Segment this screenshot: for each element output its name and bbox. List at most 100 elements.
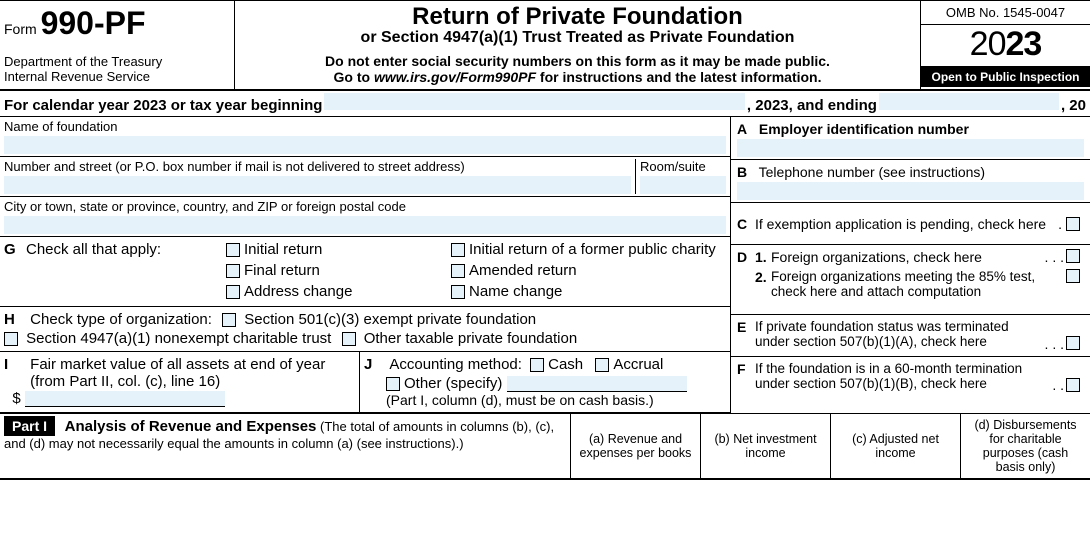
dept-line1: Department of the Treasury <box>4 54 230 70</box>
part1-col-d: (d) Disbursements for charitable purpose… <box>960 414 1090 478</box>
part1-col-c: (c) Adjusted net income <box>830 414 960 478</box>
tax-year-end-input[interactable] <box>879 93 1059 110</box>
h-other-checkbox[interactable] <box>342 332 356 346</box>
g-initial-return-checkbox[interactable] <box>226 243 240 257</box>
g-final-return-checkbox[interactable] <box>226 264 240 278</box>
tax-year-begin-input[interactable] <box>324 93 744 110</box>
form-word: Form <box>4 21 37 37</box>
g-initial-former-checkbox[interactable] <box>451 243 465 257</box>
h-letter: H <box>4 311 26 328</box>
i-dollar: $ <box>12 390 20 407</box>
omb-number: OMB No. 1545-0047 <box>921 1 1090 25</box>
year-bold: 23 <box>1006 25 1042 63</box>
g-name-change: Name change <box>469 283 562 300</box>
d1-checkbox[interactable] <box>1066 249 1080 263</box>
section-a: A Employer identification number <box>731 117 1090 160</box>
part1-tag: Part I <box>4 416 55 436</box>
dept-line2: Internal Revenue Service <box>4 69 230 85</box>
city-input[interactable] <box>4 216 726 234</box>
header-left: Form 990-PF Department of the Treasury I… <box>0 1 235 89</box>
j-other: Other (specify) <box>404 375 502 392</box>
h-4947-checkbox[interactable] <box>4 332 18 346</box>
ij-row: I Fair market value of all assets at end… <box>0 352 730 413</box>
year-prefix: 20 <box>970 25 1006 63</box>
g-initial-return: Initial return <box>244 241 322 258</box>
j-other-checkbox[interactable] <box>386 377 400 391</box>
e-letter: E <box>737 319 755 335</box>
phone-input[interactable] <box>737 182 1084 200</box>
d2-num: 2. <box>755 269 771 285</box>
h-other: Other taxable private foundation <box>364 330 577 347</box>
form-header: Form 990-PF Department of the Treasury I… <box>0 1 1090 91</box>
cal-text-b: , 2023, and ending <box>747 97 877 114</box>
section-j: J Accounting method: Cash Accrual Other … <box>360 352 730 412</box>
j-accrual-checkbox[interactable] <box>595 358 609 372</box>
info-right: A Employer identification number B Telep… <box>730 117 1090 413</box>
room-input[interactable] <box>640 176 726 194</box>
d-letter: D <box>737 249 755 265</box>
c-label: If exemption application is pending, che… <box>755 216 1054 232</box>
g-letter: G <box>4 241 26 258</box>
g-address-change-checkbox[interactable] <box>226 285 240 299</box>
e-checkbox[interactable] <box>1066 336 1080 350</box>
section-h: H Check type of organization: Section 50… <box>0 307 730 352</box>
j-label: Accounting method: <box>389 356 522 373</box>
c-checkbox[interactable] <box>1066 217 1080 231</box>
name-input[interactable] <box>4 136 726 154</box>
h-4947: Section 4947(a)(1) nonexempt charitable … <box>26 330 331 347</box>
form-number: 990-PF <box>41 5 146 41</box>
note2-url: www.irs.gov/Form990PF <box>374 69 536 85</box>
dots-icon: . <box>1058 216 1062 232</box>
j-other-input[interactable] <box>507 376 687 392</box>
open-inspection: Open to Public Inspection <box>921 67 1090 87</box>
g-name-change-checkbox[interactable] <box>451 285 465 299</box>
section-i: I Fair market value of all assets at end… <box>0 352 360 412</box>
address-row: Number and street (or P.O. box number if… <box>0 157 730 197</box>
part1-title: Analysis of Revenue and Expenses <box>65 418 317 435</box>
i-amount-input[interactable] <box>25 391 225 407</box>
section-g: G Check all that apply: Initial return I… <box>0 237 730 307</box>
dots-icon: . . <box>1052 377 1064 393</box>
dots-icon: . . . <box>1045 336 1064 352</box>
h-label: Check type of organization: <box>30 311 212 328</box>
subtitle: or Section 4947(a)(1) Trust Treated as P… <box>239 29 916 47</box>
j-letter: J <box>364 356 386 373</box>
j-cash: Cash <box>548 356 583 373</box>
h-501c3-checkbox[interactable] <box>222 313 236 327</box>
g-amended-return-checkbox[interactable] <box>451 264 465 278</box>
note1: Do not enter social security numbers on … <box>239 53 916 69</box>
cal-text-a: For calendar year 2023 or tax year begin… <box>4 97 322 114</box>
note2-suffix: for instructions and the latest informat… <box>536 69 821 85</box>
calendar-year-row: For calendar year 2023 or tax year begin… <box>0 91 1090 117</box>
address-input[interactable] <box>4 176 631 194</box>
g-label: Check all that apply: <box>26 241 226 258</box>
a-label: Employer identification number <box>759 121 969 137</box>
section-e: E If private foundation status was termi… <box>731 315 1090 357</box>
header-center: Return of Private Foundation or Section … <box>235 1 920 89</box>
f-checkbox[interactable] <box>1066 378 1080 392</box>
section-b: B Telephone number (see instructions) <box>731 160 1090 203</box>
address-label: Number and street (or P.O. box number if… <box>4 159 631 174</box>
e-label: If private foundation status was termina… <box>755 319 1043 349</box>
city-cell: City or town, state or province, country… <box>0 197 730 237</box>
j-note: (Part I, column (d), must be on cash bas… <box>364 392 726 408</box>
note2: Go to www.irs.gov/Form990PF for instruct… <box>239 69 916 85</box>
h-501c3: Section 501(c)(3) exempt private foundat… <box>244 311 536 328</box>
d1-label: Foreign organizations, check here <box>771 249 1043 265</box>
d2-checkbox[interactable] <box>1066 269 1080 283</box>
name-cell: Name of foundation <box>0 117 730 157</box>
name-label: Name of foundation <box>4 119 726 134</box>
dept-block: Department of the Treasury Internal Reve… <box>4 54 230 85</box>
part1-col-b: (b) Net investment income <box>700 414 830 478</box>
d2-label: Foreign organizations meeting the 85% te… <box>771 269 1066 299</box>
city-label: City or town, state or province, country… <box>4 199 726 214</box>
main-title: Return of Private Foundation <box>239 3 916 31</box>
note2-prefix: Go to <box>334 69 374 85</box>
ein-input[interactable] <box>737 139 1084 157</box>
j-cash-checkbox[interactable] <box>530 358 544 372</box>
info-grid: Name of foundation Number and street (or… <box>0 117 1090 414</box>
d1-num: 1. <box>755 249 771 265</box>
g-final-return: Final return <box>244 262 320 279</box>
form-title: Form 990-PF <box>4 5 230 42</box>
part1-left: Part I Analysis of Revenue and Expenses … <box>0 414 570 478</box>
